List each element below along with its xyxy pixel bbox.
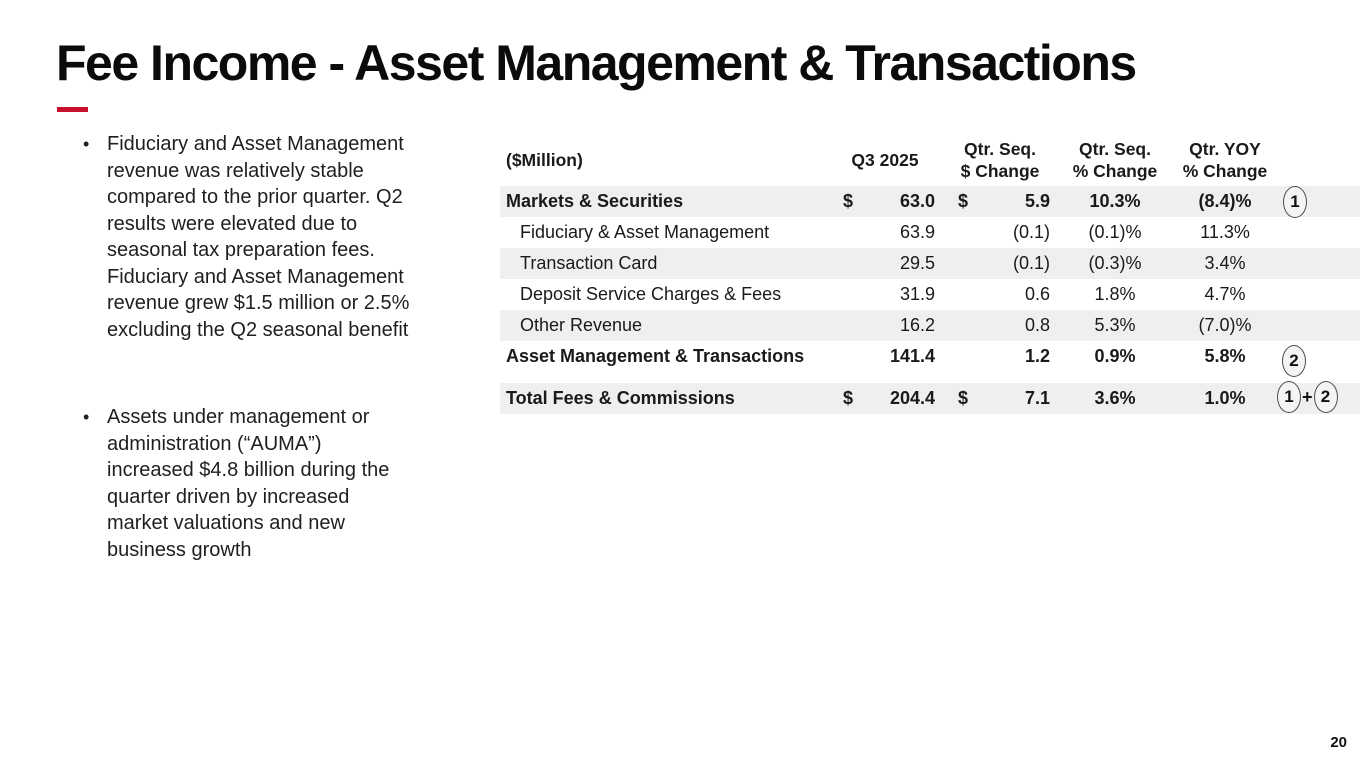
table-row-markets-securities: Markets & Securities $ 63.0 $ 5.9 10.3% … (500, 186, 1360, 217)
table-row-asset-management-transactions: Asset Management & Transactions 141.4 1.… (500, 341, 1360, 372)
seq-dollar-change-value: 1.2 (1024, 346, 1050, 366)
seq-dollar-change-value: 7.1 (1024, 388, 1050, 408)
column-header-seq-dollar-change: Qtr. Seq. $ Change (960, 139, 1040, 181)
q3-value: 204.4 (889, 388, 935, 408)
page-number: 20 (1330, 734, 1347, 751)
seq-pct-change-value: (0.1)% (1088, 222, 1142, 242)
currency-symbol: $ (958, 191, 969, 211)
plus-operator: + (1302, 386, 1313, 407)
yoy-pct-change-value: 1.0% (1204, 388, 1246, 408)
table-row-total-fees-commissions: Total Fees & Commissions $ 204.4 $ 7.1 3… (500, 383, 1360, 414)
column-header-unit: ($Million) (506, 150, 583, 170)
bullet-item-fiduciary-revenue: • Fiduciary and Asset Management revenue… (78, 131, 478, 343)
bullet-item-auma-growth: • Assets under management or administrat… (78, 404, 478, 563)
q3-value: 31.9 (899, 284, 935, 304)
slide-title: Fee Income - Asset Management & Transact… (56, 35, 1137, 91)
note-circle-1: 1 (1283, 186, 1307, 218)
seq-dollar-change-value: (0.1) (1012, 222, 1050, 242)
seq-dollar-change-value: (0.1) (1012, 253, 1050, 273)
row-label: Transaction Card (520, 253, 658, 273)
currency-symbol: $ (843, 191, 854, 211)
note-circle-2: 2 (1282, 345, 1306, 377)
circled-number: 2 (1282, 345, 1306, 377)
q3-value: 29.5 (899, 253, 935, 273)
seq-dollar-change-value: 0.6 (1024, 284, 1050, 304)
seq-dollar-change-value: 0.8 (1024, 315, 1050, 335)
title-accent-bar (57, 107, 88, 112)
table-header-row: ($Million) Q3 2025 Qtr. Seq. $ Change Qt… (500, 134, 1360, 186)
column-header-yoy-pct-change: Qtr. YOY % Change (1182, 139, 1268, 181)
yoy-pct-change-value: (7.0)% (1198, 315, 1252, 335)
row-label: Other Revenue (520, 315, 643, 335)
row-label: Markets & Securities (506, 191, 684, 211)
seq-pct-change-value: 0.9% (1094, 346, 1136, 366)
column-header-seq-pct-change: Qtr. Seq. % Change (1072, 139, 1158, 181)
yoy-pct-change-value: 5.8% (1204, 346, 1246, 366)
row-label: Fiduciary & Asset Management (520, 222, 770, 242)
yoy-pct-change-value: 3.4% (1204, 253, 1246, 273)
bullet-marker: • (83, 134, 90, 154)
circled-number: 1 (1277, 381, 1301, 413)
q3-value: 141.4 (889, 346, 935, 366)
row-label: Deposit Service Charges & Fees (520, 284, 782, 304)
q3-value: 63.9 (899, 222, 935, 242)
q3-value: 16.2 (899, 315, 935, 335)
bullet-marker: • (83, 407, 90, 427)
seq-pct-change-value: 5.3% (1094, 315, 1136, 335)
fee-income-table: ($Million) Q3 2025 Qtr. Seq. $ Change Qt… (500, 134, 1360, 414)
bullet-list: • Fiduciary and Asset Management revenue… (78, 131, 478, 563)
yoy-pct-change-value: 4.7% (1204, 284, 1246, 304)
table-row-other-revenue: Other Revenue 16.2 0.8 5.3% (7.0)% (500, 310, 1360, 341)
table-row-fiduciary-asset-management: Fiduciary & Asset Management 63.9 (0.1) … (500, 217, 1360, 248)
yoy-pct-change-value: (8.4)% (1198, 191, 1252, 211)
column-header-q3-2025: Q3 2025 (851, 150, 919, 170)
circled-number: 2 (1313, 381, 1338, 413)
note-circle-1-plus-2: 1 + 2 (1277, 381, 1338, 413)
row-label: Asset Management & Transactions (506, 346, 805, 366)
yoy-pct-change-value: 11.3% (1200, 222, 1250, 242)
seq-dollar-change-value: 5.9 (1024, 191, 1050, 211)
seq-pct-change-value: 10.3% (1089, 191, 1141, 211)
circled-number: 1 (1283, 186, 1307, 218)
table-row-transaction-card: Transaction Card 29.5 (0.1) (0.3)% 3.4% (500, 248, 1360, 279)
bullet-text: Fiduciary and Asset Management revenue w… (107, 133, 410, 341)
table-row-deposit-service-charges: Deposit Service Charges & Fees 31.9 0.6 … (500, 279, 1360, 310)
currency-symbol: $ (843, 388, 854, 408)
row-label: Total Fees & Commissions (506, 388, 735, 408)
currency-symbol: $ (958, 388, 969, 408)
q3-value: 63.0 (899, 191, 935, 211)
seq-pct-change-value: 1.8% (1094, 284, 1136, 304)
seq-pct-change-value: 3.6% (1094, 388, 1136, 408)
seq-pct-change-value: (0.3)% (1088, 253, 1142, 273)
bullet-text: Assets under management or administratio… (107, 406, 390, 561)
